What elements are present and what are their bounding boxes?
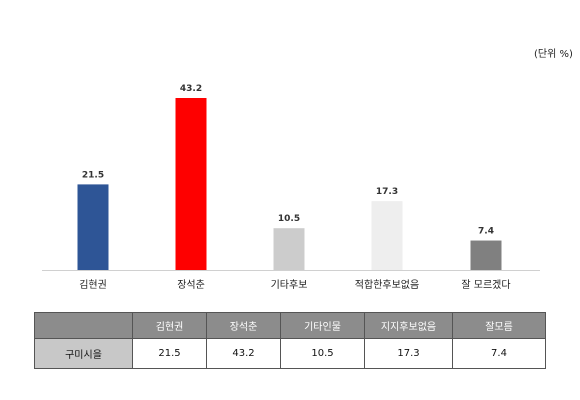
table-cell: 21.5 bbox=[132, 338, 207, 369]
bar-chart: 21.5 김현권 43.2 장석춘 10.5 기타후보 17.3 적합한후보없음 7.4 잘 모르… bbox=[42, 84, 540, 291]
table-row: 구미시을 21.5 43.2 10.5 17.3 7.4 bbox=[34, 338, 546, 369]
bar-value-label: 43.2 bbox=[180, 84, 202, 94]
column-header: 지지후보없음 bbox=[364, 312, 453, 339]
row-header: 구미시을 bbox=[34, 338, 133, 369]
unit-label: (단위 %) bbox=[534, 49, 573, 60]
bar bbox=[175, 98, 207, 270]
table-cell: 7.4 bbox=[452, 338, 546, 369]
column-header: 잘모름 bbox=[452, 312, 546, 339]
column-header: 기타인물 bbox=[280, 312, 365, 339]
table-cell: 10.5 bbox=[280, 338, 365, 369]
bar bbox=[273, 228, 305, 270]
column-header: 장석춘 bbox=[206, 312, 281, 339]
bar-value-label: 17.3 bbox=[376, 187, 398, 197]
bar bbox=[77, 184, 109, 270]
table-header-row: 김현권 장석춘 기타인물 지지후보없음 잘모름 bbox=[34, 312, 546, 339]
category-label: 김현권 bbox=[79, 279, 107, 291]
labels-layer: 21.5 김현권 43.2 장석춘 10.5 기타후보 17.3 적합한후보없음 7.4 잘 모르… bbox=[79, 84, 510, 291]
bars-layer bbox=[77, 98, 502, 270]
category-label: 장석춘 bbox=[177, 279, 205, 291]
bar-value-label: 7.4 bbox=[478, 227, 494, 237]
bar bbox=[371, 201, 403, 270]
table-corner-cell bbox=[34, 312, 133, 339]
data-table: 김현권 장석춘 기타인물 지지후보없음 잘모름 구미시을 21.5 43.2 1… bbox=[34, 312, 546, 369]
category-label: 잘 모르겠다 bbox=[461, 279, 510, 291]
bar-value-label: 21.5 bbox=[82, 170, 104, 180]
column-header: 김현권 bbox=[132, 312, 207, 339]
table-cell: 43.2 bbox=[206, 338, 281, 369]
bar bbox=[470, 240, 502, 270]
table-cell: 17.3 bbox=[364, 338, 453, 369]
category-label: 적합한후보없음 bbox=[355, 278, 419, 291]
bar-value-label: 10.5 bbox=[278, 214, 300, 224]
category-label: 기타후보 bbox=[271, 279, 308, 291]
